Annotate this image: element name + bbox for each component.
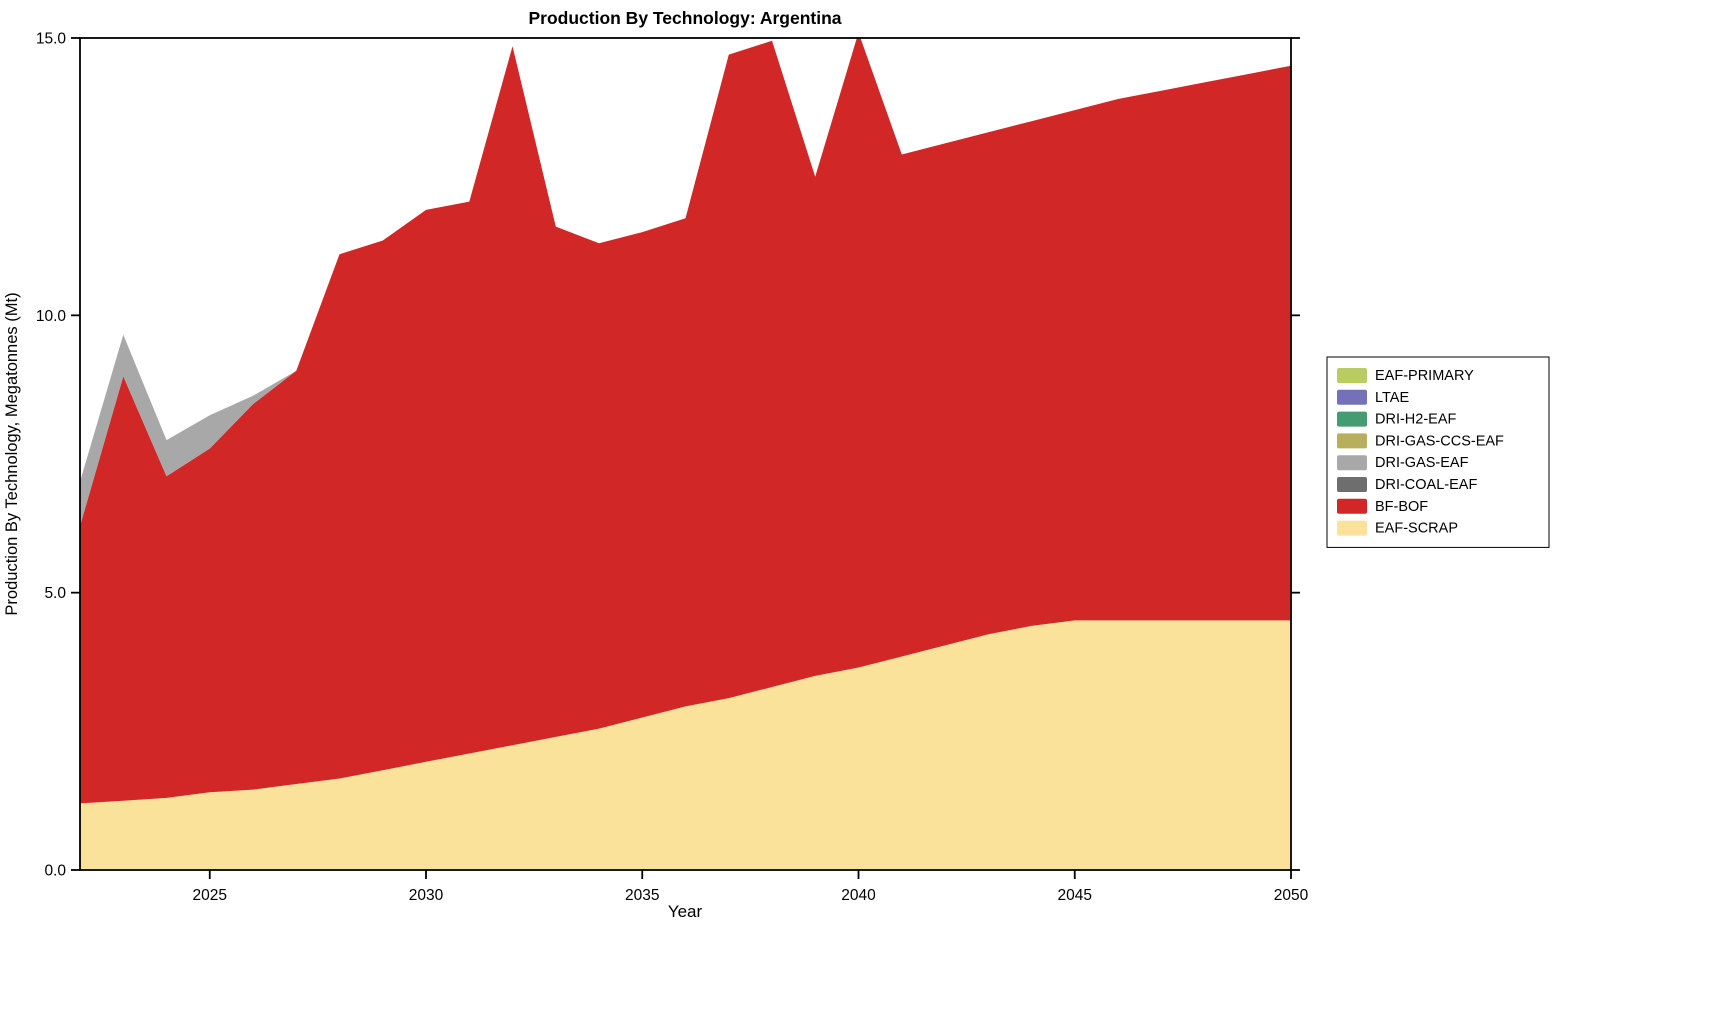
x-tick-label: 2030 [409, 887, 444, 904]
plot-border [79, 37, 1292, 871]
y-axis-label: Production By Technology, Megatonnes (Mt… [3, 292, 21, 615]
legend-label-DRI-COAL-EAF: DRI-COAL-EAF [1375, 477, 1477, 493]
legend-swatch-EAF-PRIMARY [1337, 368, 1367, 383]
y-tick-label: 0.0 [44, 863, 66, 880]
legend-swatch-LTAE [1337, 389, 1367, 405]
legend-label-LTAE: LTAE [1375, 390, 1409, 406]
area-BF-BOF [80, 38, 1291, 804]
legend-label-BF-BOF: BF-BOF [1375, 499, 1428, 515]
legend-label-DRI-GAS-CCS-EAF: DRI-GAS-CCS-EAF [1375, 433, 1504, 449]
x-axis-label: Year [668, 902, 703, 921]
legend-box [1326, 356, 1550, 548]
legend-label-DRI-H2-EAF: DRI-H2-EAF [1375, 412, 1457, 428]
y-tick-label: 5.0 [44, 585, 66, 602]
area-EAF-SCRAP [80, 620, 1291, 870]
x-tick-label: 2045 [1058, 887, 1092, 904]
axis-ticks: 2025 2030 2035 2040 2045 2050 0.0 5.0 10.0 15.0 [36, 31, 1309, 905]
y-tick-label: 10.0 [36, 308, 67, 325]
legend-swatch-DRI-GAS-EAF [1337, 455, 1367, 471]
legend-swatch-DRI-H2-EAF [1337, 411, 1367, 427]
legend-swatch-BF-BOF [1337, 498, 1367, 514]
x-tick-label: 2040 [841, 887, 876, 904]
y-tick-label: 15.0 [36, 31, 67, 48]
legend-swatch-DRI-COAL-EAF [1337, 477, 1367, 492]
x-tick-label: 2050 [1274, 887, 1309, 904]
chart-areas [80, 38, 1291, 870]
x-tick-label: 2035 [625, 887, 659, 904]
x-tick-label: 2025 [193, 887, 227, 904]
legend-label-EAF-PRIMARY: EAF-PRIMARY [1375, 368, 1474, 384]
legend-label-EAF-SCRAP: EAF-SCRAP [1375, 521, 1458, 537]
chart-title: Production By Technology: Argentina [528, 8, 841, 28]
legend-swatch-EAF-SCRAP [1337, 520, 1367, 536]
legend-label-DRI-GAS-EAF: DRI-GAS-EAF [1375, 455, 1469, 471]
legend-swatch-DRI-GAS-CCS-EAF [1337, 433, 1367, 449]
legend: EAF-PRIMARY LTAE DRI-H2-EAF DRI-GAS-CCS-EAF… [1326, 356, 1550, 548]
